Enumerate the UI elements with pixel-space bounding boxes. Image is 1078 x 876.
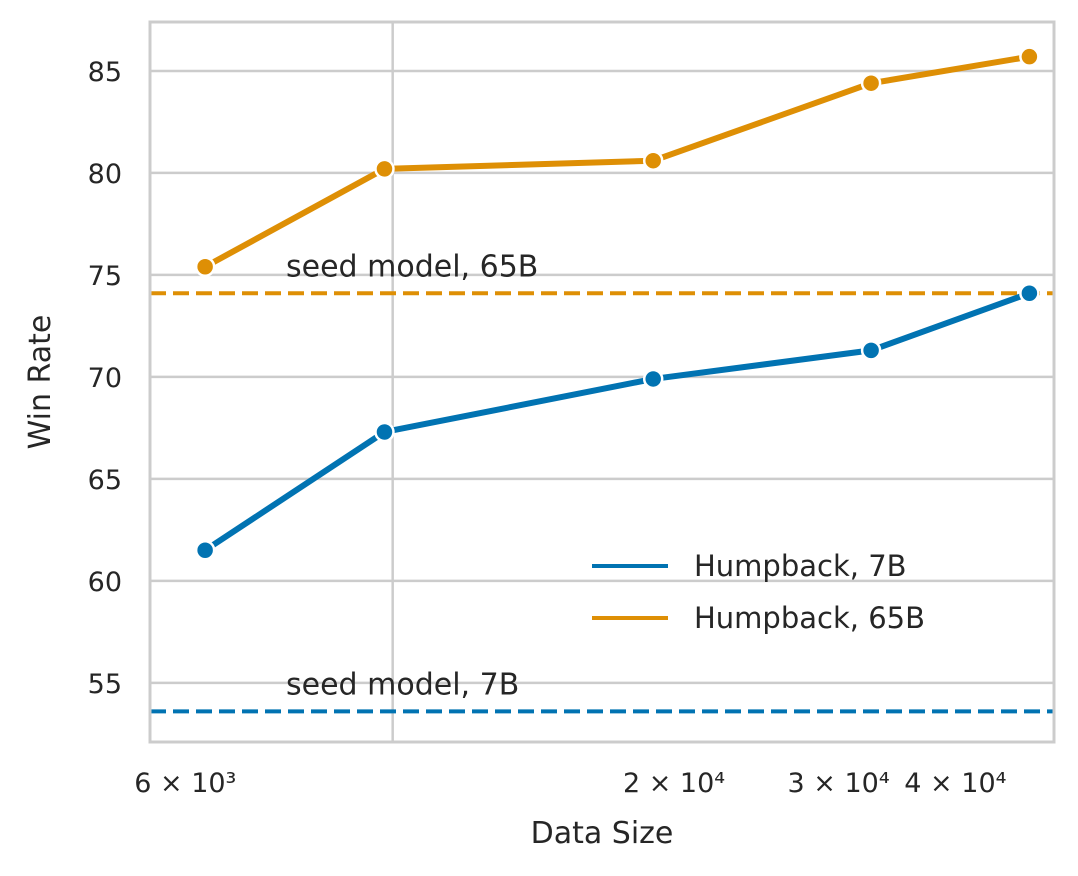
legend-label: Humpback, 7B: [694, 549, 907, 583]
reference-line-label: seed model, 65B: [286, 249, 538, 284]
plot-area-frame: [148, 20, 1056, 744]
data-point: [374, 421, 395, 443]
series: [194, 46, 1040, 561]
data-point: [1019, 283, 1040, 304]
data-point: [860, 340, 882, 361]
y-tick-label: 75: [88, 261, 122, 292]
legend-label: Humpback, 65B: [694, 601, 925, 635]
data-point: [1019, 46, 1040, 67]
legend: Humpback, 7B Humpback, 65B: [592, 549, 925, 635]
data-point: [642, 368, 664, 390]
y-tick-label: 60: [88, 567, 122, 598]
y-tick-label: 80: [88, 159, 122, 190]
data-point: [642, 150, 664, 171]
data-point: [860, 72, 882, 94]
y-tick-label: 70: [88, 363, 122, 394]
y-tick-label: 85: [88, 57, 122, 88]
x-axis-label: Data Size: [531, 816, 674, 851]
series-line: [202, 290, 1033, 554]
data-point: [194, 256, 216, 278]
reference-line-label: seed model, 7B: [286, 667, 519, 702]
x-tick-label: 3 × 10⁴: [788, 768, 890, 799]
y-tick-label: 55: [88, 669, 122, 700]
series-line: [202, 53, 1033, 270]
x-tick-label: 6 × 10³: [134, 768, 236, 799]
x-tick-label: 4 × 10⁴: [904, 768, 1006, 799]
y-axis-label: Win Rate: [23, 315, 58, 450]
reference-lines: seed model, 65B seed model, 7B: [150, 249, 1054, 714]
x-tick-label: 2 × 10⁴: [623, 768, 725, 799]
y-tick-label: 65: [88, 465, 122, 496]
data-point: [194, 540, 216, 561]
grid: [150, 22, 1054, 742]
data-point: [374, 158, 395, 180]
tick-labels: 55 60 65 70 75 80 85 6 × 10³ 2 × 10⁴ 3 × 10⁴ 4 × 1…: [88, 57, 1007, 799]
